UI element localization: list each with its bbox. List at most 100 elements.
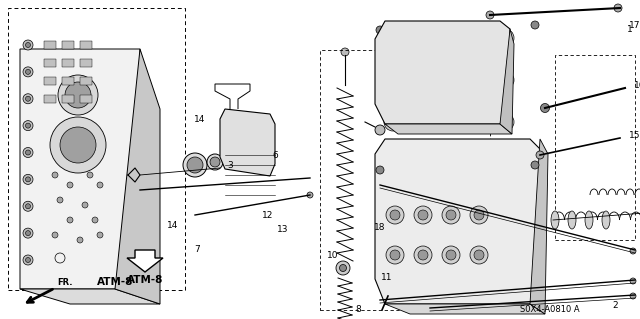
Circle shape — [531, 21, 539, 29]
Circle shape — [468, 71, 486, 89]
Circle shape — [52, 172, 58, 178]
Circle shape — [23, 40, 33, 50]
Text: 14: 14 — [195, 115, 205, 124]
Circle shape — [472, 75, 482, 85]
Circle shape — [26, 96, 31, 101]
Circle shape — [630, 293, 636, 299]
Circle shape — [50, 117, 106, 173]
Circle shape — [468, 29, 486, 47]
Circle shape — [472, 33, 482, 43]
Circle shape — [531, 161, 539, 169]
Circle shape — [470, 206, 488, 224]
Circle shape — [390, 250, 400, 260]
Circle shape — [23, 201, 33, 211]
Text: 16: 16 — [634, 80, 640, 90]
Text: 17: 17 — [629, 20, 640, 29]
Text: 2: 2 — [612, 300, 618, 309]
Circle shape — [630, 278, 636, 284]
Bar — [44, 41, 56, 49]
Ellipse shape — [585, 211, 593, 229]
Circle shape — [440, 71, 458, 89]
Circle shape — [418, 210, 428, 220]
Circle shape — [382, 284, 394, 296]
Circle shape — [52, 232, 58, 238]
Bar — [62, 95, 74, 103]
Circle shape — [630, 248, 636, 254]
Circle shape — [26, 231, 31, 236]
Circle shape — [541, 103, 550, 113]
Circle shape — [472, 117, 482, 127]
Circle shape — [23, 174, 33, 184]
Circle shape — [474, 210, 484, 220]
Text: 11: 11 — [381, 273, 393, 283]
Circle shape — [442, 206, 460, 224]
Circle shape — [536, 151, 544, 159]
Circle shape — [388, 75, 398, 85]
Text: 3: 3 — [227, 160, 233, 169]
Polygon shape — [375, 21, 510, 124]
Circle shape — [496, 71, 514, 89]
Circle shape — [470, 246, 488, 264]
Circle shape — [468, 113, 486, 131]
Circle shape — [442, 246, 460, 264]
Text: 13: 13 — [277, 226, 289, 234]
Circle shape — [23, 94, 33, 104]
Circle shape — [26, 123, 31, 128]
Circle shape — [384, 71, 402, 89]
Polygon shape — [385, 124, 512, 134]
Bar — [62, 77, 74, 85]
Circle shape — [187, 157, 203, 173]
Circle shape — [26, 69, 31, 74]
Circle shape — [67, 217, 73, 223]
Bar — [80, 41, 92, 49]
Circle shape — [92, 217, 98, 223]
Circle shape — [77, 237, 83, 243]
Circle shape — [444, 75, 454, 85]
Circle shape — [82, 202, 88, 208]
Polygon shape — [20, 289, 160, 304]
Circle shape — [418, 250, 428, 260]
Circle shape — [23, 121, 33, 130]
Circle shape — [384, 113, 402, 131]
Circle shape — [207, 154, 223, 170]
Text: 15: 15 — [629, 130, 640, 139]
Circle shape — [26, 257, 31, 263]
Polygon shape — [375, 139, 540, 304]
Text: 18: 18 — [374, 224, 386, 233]
Circle shape — [376, 166, 384, 174]
Polygon shape — [530, 139, 548, 314]
Ellipse shape — [568, 211, 576, 229]
Circle shape — [416, 75, 426, 85]
Text: 14: 14 — [167, 220, 179, 229]
Circle shape — [614, 4, 622, 12]
Circle shape — [446, 210, 456, 220]
Circle shape — [26, 177, 31, 182]
Text: 6: 6 — [272, 151, 278, 160]
Text: ATM-8: ATM-8 — [97, 277, 133, 287]
Circle shape — [57, 197, 63, 203]
Circle shape — [97, 182, 103, 188]
Text: 8: 8 — [355, 306, 361, 315]
Bar — [44, 77, 56, 85]
Polygon shape — [115, 49, 160, 304]
Polygon shape — [220, 109, 275, 176]
Circle shape — [412, 113, 430, 131]
Ellipse shape — [602, 211, 610, 229]
Polygon shape — [127, 250, 163, 272]
Circle shape — [500, 117, 510, 127]
Circle shape — [183, 153, 207, 177]
Circle shape — [376, 26, 384, 34]
Text: 12: 12 — [262, 211, 274, 219]
Text: S0X4-A0810 A: S0X4-A0810 A — [520, 306, 580, 315]
Circle shape — [386, 206, 404, 224]
Bar — [62, 59, 74, 67]
Text: 10: 10 — [327, 250, 339, 259]
Circle shape — [26, 150, 31, 155]
Circle shape — [60, 127, 96, 163]
Circle shape — [414, 246, 432, 264]
Circle shape — [375, 125, 385, 135]
Circle shape — [444, 33, 454, 43]
Circle shape — [388, 117, 398, 127]
Circle shape — [386, 246, 404, 264]
Bar — [44, 59, 56, 67]
